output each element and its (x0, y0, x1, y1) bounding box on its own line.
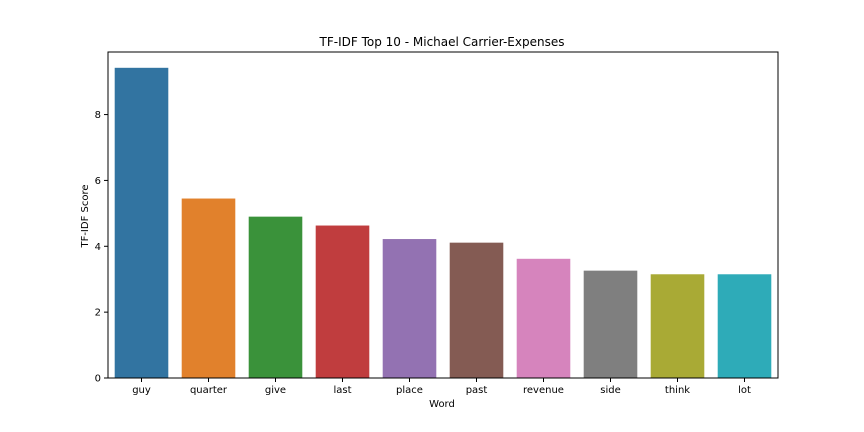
bar-side (583, 270, 638, 378)
bar-revenue (516, 258, 571, 378)
x-tick-label: lot (738, 385, 751, 396)
y-tick-label: 4 (95, 242, 101, 253)
y-tick-label: 0 (95, 374, 101, 385)
x-tick-label: place (396, 385, 423, 396)
x-tick-label: think (665, 385, 690, 396)
bar-past (449, 242, 504, 378)
x-tick-label: side (600, 385, 621, 396)
bar-guy (114, 67, 169, 378)
y-tick-label: 2 (95, 308, 101, 319)
y-tick-label: 6 (95, 176, 101, 187)
bar-give (248, 216, 303, 378)
y-axis: 0 2 4 6 8 (95, 110, 108, 385)
x-axis: guy quarter give last place past revenue side th… (132, 378, 751, 396)
bar-lot (717, 274, 772, 378)
bar-place (382, 239, 437, 378)
bar-quarter (181, 198, 236, 378)
x-tick-label: give (265, 385, 286, 396)
bars-group (114, 67, 772, 378)
x-tick-label: past (466, 385, 488, 396)
x-tick-label: quarter (190, 385, 228, 396)
bar-last (315, 225, 370, 378)
y-tick-label: 8 (95, 110, 101, 121)
x-axis-label: Word (429, 399, 455, 410)
bar-think (650, 274, 705, 378)
plot-frame (107, 51, 779, 379)
chart-title: TF-IDF Top 10 - Michael Carrier-Expenses (319, 35, 565, 49)
y-axis-label: TF-IDF Score (80, 184, 91, 248)
x-tick-label: last (333, 385, 351, 396)
x-tick-label: revenue (523, 385, 564, 396)
x-tick-label: guy (132, 385, 151, 396)
